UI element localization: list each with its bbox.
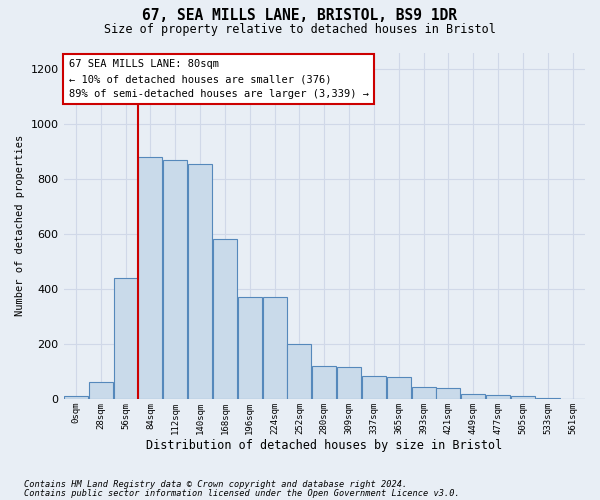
Bar: [387, 378, 411, 399]
Bar: [163, 160, 187, 399]
Bar: [312, 366, 337, 399]
Bar: [238, 297, 262, 399]
Text: Size of property relative to detached houses in Bristol: Size of property relative to detached ho…: [104, 22, 496, 36]
Bar: [263, 297, 287, 399]
Bar: [511, 396, 535, 399]
Bar: [337, 368, 361, 399]
Bar: [461, 394, 485, 399]
Bar: [486, 395, 510, 399]
Bar: [536, 398, 560, 399]
Bar: [213, 240, 237, 399]
Text: 67 SEA MILLS LANE: 80sqm
← 10% of detached houses are smaller (376)
89% of semi-: 67 SEA MILLS LANE: 80sqm ← 10% of detach…: [68, 60, 368, 99]
Text: 67, SEA MILLS LANE, BRISTOL, BS9 1DR: 67, SEA MILLS LANE, BRISTOL, BS9 1DR: [143, 8, 458, 22]
Bar: [188, 164, 212, 399]
Y-axis label: Number of detached properties: Number of detached properties: [15, 135, 25, 316]
Bar: [113, 278, 137, 399]
Bar: [139, 157, 163, 399]
Bar: [436, 388, 460, 399]
Text: Contains HM Land Registry data © Crown copyright and database right 2024.: Contains HM Land Registry data © Crown c…: [24, 480, 407, 489]
Text: Contains public sector information licensed under the Open Government Licence v3: Contains public sector information licen…: [24, 489, 460, 498]
Bar: [64, 396, 88, 399]
X-axis label: Distribution of detached houses by size in Bristol: Distribution of detached houses by size …: [146, 440, 502, 452]
Bar: [362, 376, 386, 399]
Bar: [89, 382, 113, 399]
Bar: [412, 386, 436, 399]
Bar: [287, 344, 311, 399]
